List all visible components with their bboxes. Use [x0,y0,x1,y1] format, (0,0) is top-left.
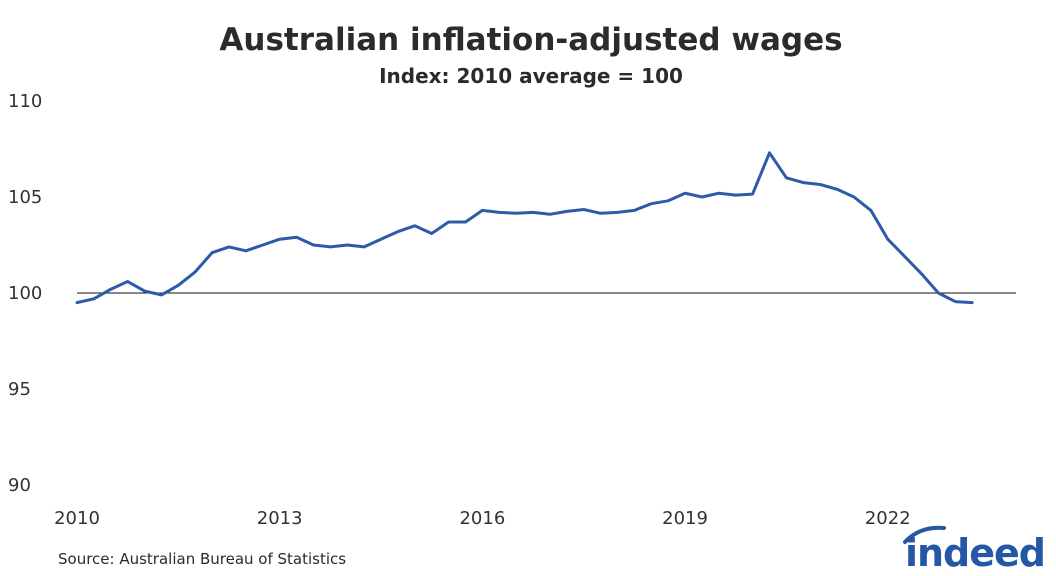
x-tick-label: 2013 [257,508,303,529]
series-line [75,151,974,305]
logo-wordmark: indeed [905,531,1045,575]
x-tick-label: 2019 [662,508,708,529]
y-tick-label: 90 [8,475,31,496]
y-tick-label: 100 [8,283,42,304]
x-tick-label: 2010 [54,508,100,529]
logo-arc-icon [903,525,946,544]
x-axis: 2010 2013 2016 2019 2022 [54,508,911,529]
y-tick-label: 110 [8,91,42,112]
source-note: Source: Australian Bureau of Statistics [58,550,346,568]
x-tick-label: 2016 [459,508,505,529]
chart-title: Australian inflation-adjusted wages [219,22,842,58]
y-axis: 110 105 100 95 90 [8,91,42,496]
y-tick-label: 105 [8,187,42,208]
y-tick-label: 95 [8,379,31,400]
indeed-logo: indeed [903,525,1046,575]
x-tick-label: 2022 [865,508,911,529]
chart-subtitle: Index: 2010 average = 100 [379,64,683,88]
